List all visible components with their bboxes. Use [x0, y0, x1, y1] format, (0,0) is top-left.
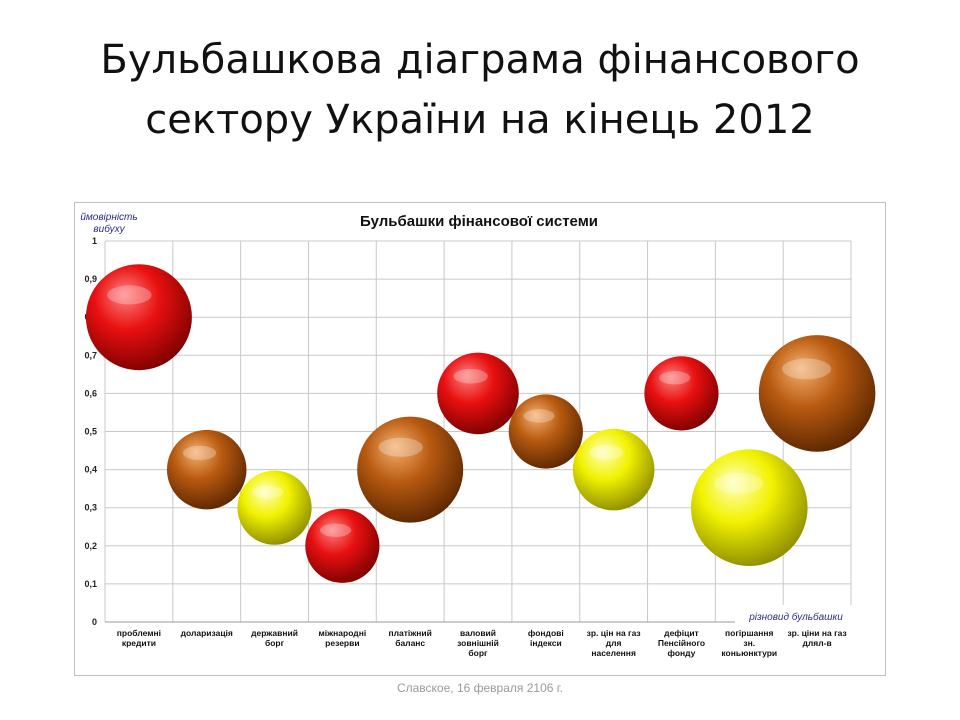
bubble-sphere: [572, 428, 655, 511]
x-category-label: зр. цін на газ для населення: [587, 628, 641, 658]
x-category-label: платіжний баланс: [388, 628, 431, 648]
y-tick-label: 0,9: [84, 274, 97, 284]
bubble-layer: [85, 264, 876, 583]
bubble-highlight: [107, 285, 152, 305]
bubble-7: [508, 394, 583, 469]
x-axis-label: різновид бульбашки: [748, 611, 843, 623]
chart-title: Бульбашки фінансової системи: [360, 213, 598, 230]
bubble-sphere: [690, 449, 808, 566]
x-category-label: погіршання зн. коньюнктури: [721, 628, 777, 658]
category-labels: проблемні кредити доларизація державний борг…: [117, 628, 847, 658]
x-category-label: зр. ціни на газ длял-в: [787, 628, 846, 648]
bubble-8: [572, 428, 655, 511]
y-tick-label: 0,6: [84, 388, 97, 398]
bubble-highlight: [320, 523, 352, 537]
x-category-label: фондові індекси: [528, 628, 564, 648]
bubble-sphere: [237, 470, 312, 545]
y-tick-label: 0,3: [84, 503, 97, 513]
bubble-2: [166, 429, 247, 510]
bubble-1: [85, 264, 192, 371]
x-axis-label-box: [735, 605, 857, 625]
slide-title-line-1: Бульбашкова діаграма фінансового: [100, 37, 860, 83]
x-category-label: дефіцит Пенсійного фонду: [658, 628, 705, 658]
bubble-6: [437, 352, 519, 435]
bubble-highlight: [782, 358, 832, 380]
bubble-highlight: [453, 368, 488, 384]
y-tick-label: 0,2: [84, 541, 97, 551]
bubble-sphere: [85, 264, 192, 371]
y-axis-label-line-2: вибуху: [93, 223, 125, 235]
x-category-label: валовий зовнішній борг: [457, 628, 499, 658]
bubble-highlight: [714, 472, 764, 494]
y-tick-label: 0,1: [84, 579, 97, 589]
y-tick-label: 0,4: [84, 465, 97, 475]
slide-title: Бульбашкова діаграма фінансового сектору…: [40, 30, 920, 150]
chart-frame: Бульбашки фінансової системи ймовірність…: [74, 202, 886, 676]
bubble-3: [237, 470, 312, 545]
y-axis-label-line-1: ймовірність: [80, 212, 137, 223]
bubble-sphere: [758, 335, 876, 452]
x-category-label: міжнародні резерви: [319, 628, 367, 648]
slide-footer: Славское, 16 февраля 2106 г.: [396, 681, 564, 695]
bubble-sphere: [437, 352, 519, 435]
y-tick-label: 0,7: [84, 350, 97, 360]
bubble-highlight: [252, 485, 284, 499]
bubble-sphere: [305, 508, 380, 583]
bubble-sphere: [166, 429, 247, 510]
x-category-label: проблемні кредити: [117, 628, 161, 648]
bubble-sphere: [357, 416, 464, 523]
bubble-10: [690, 449, 808, 566]
y-tick-labels: 00,10,20,30,40,50,60,70,80,91: [84, 236, 97, 627]
bubble-11: [758, 335, 876, 452]
bubble-sphere: [644, 356, 719, 431]
bubble-highlight: [659, 371, 691, 385]
bubble-5: [357, 416, 464, 523]
bubble-chart: Бульбашки фінансової системи ймовірність…: [80, 212, 876, 658]
bubble-9: [644, 356, 719, 431]
bubble-4: [305, 508, 380, 583]
bubble-sphere: [508, 394, 583, 469]
slide-title-line-2: сектору України на кінець 2012: [145, 97, 815, 143]
y-tick-label: 1: [92, 236, 97, 246]
x-category-label: державний борг: [251, 628, 298, 648]
y-tick-label: 0,5: [84, 427, 97, 437]
bubble-highlight: [523, 409, 555, 423]
x-category-label: доларизація: [181, 628, 233, 638]
y-tick-label: 0: [92, 617, 97, 627]
bubble-highlight: [589, 445, 624, 460]
bubble-highlight: [378, 437, 423, 457]
bubble-highlight: [182, 445, 217, 461]
